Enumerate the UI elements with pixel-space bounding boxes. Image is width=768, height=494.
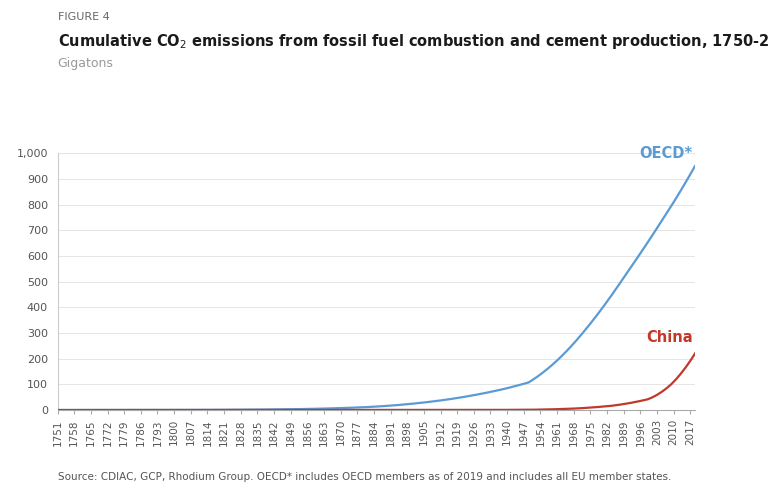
Text: Gigatons: Gigatons — [58, 57, 114, 70]
Text: OECD*: OECD* — [640, 146, 693, 161]
Text: China: China — [646, 329, 693, 344]
Text: Cumulative CO$_2$ emissions from fossil fuel combustion and cement production, 1: Cumulative CO$_2$ emissions from fossil … — [58, 32, 768, 51]
Text: Source: CDIAC, GCP, Rhodium Group. OECD* includes OECD members as of 2019 and in: Source: CDIAC, GCP, Rhodium Group. OECD*… — [58, 472, 671, 482]
Text: FIGURE 4: FIGURE 4 — [58, 12, 109, 22]
